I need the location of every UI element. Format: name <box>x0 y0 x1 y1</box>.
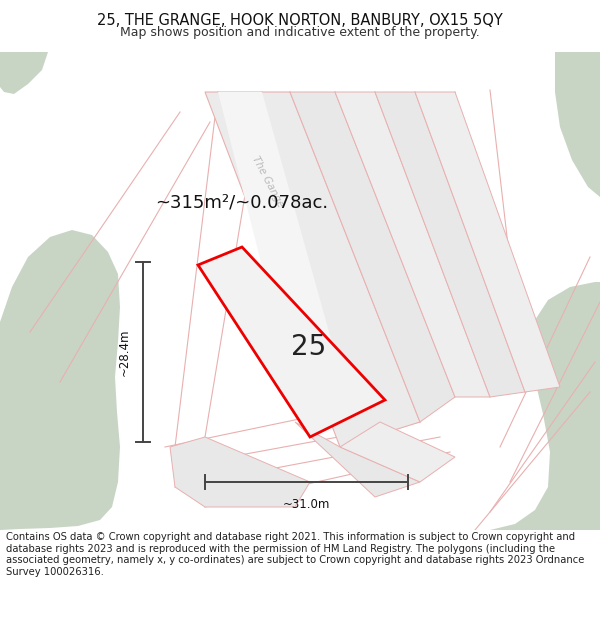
Polygon shape <box>555 52 600 197</box>
Text: Map shows position and indicative extent of the property.: Map shows position and indicative extent… <box>120 26 480 39</box>
Polygon shape <box>0 230 120 530</box>
Polygon shape <box>375 92 525 397</box>
Polygon shape <box>340 422 455 482</box>
Polygon shape <box>0 452 48 530</box>
Text: ~28.4m: ~28.4m <box>118 328 131 376</box>
Polygon shape <box>290 92 455 422</box>
Polygon shape <box>218 92 350 417</box>
Text: ~315m²/~0.078ac.: ~315m²/~0.078ac. <box>155 193 328 211</box>
Polygon shape <box>295 422 420 497</box>
Text: 25, THE GRANGE, HOOK NORTON, BANBURY, OX15 5QY: 25, THE GRANGE, HOOK NORTON, BANBURY, OX… <box>97 13 503 28</box>
Text: ~31.0m: ~31.0m <box>283 498 330 511</box>
Polygon shape <box>415 92 560 392</box>
Polygon shape <box>205 92 420 447</box>
Text: 25: 25 <box>291 333 326 361</box>
Polygon shape <box>170 437 310 507</box>
Text: The Gange: The Gange <box>250 154 286 209</box>
Polygon shape <box>0 52 48 94</box>
Polygon shape <box>490 282 600 530</box>
Polygon shape <box>335 92 490 397</box>
Polygon shape <box>198 247 385 437</box>
Text: Contains OS data © Crown copyright and database right 2021. This information is : Contains OS data © Crown copyright and d… <box>6 532 584 577</box>
